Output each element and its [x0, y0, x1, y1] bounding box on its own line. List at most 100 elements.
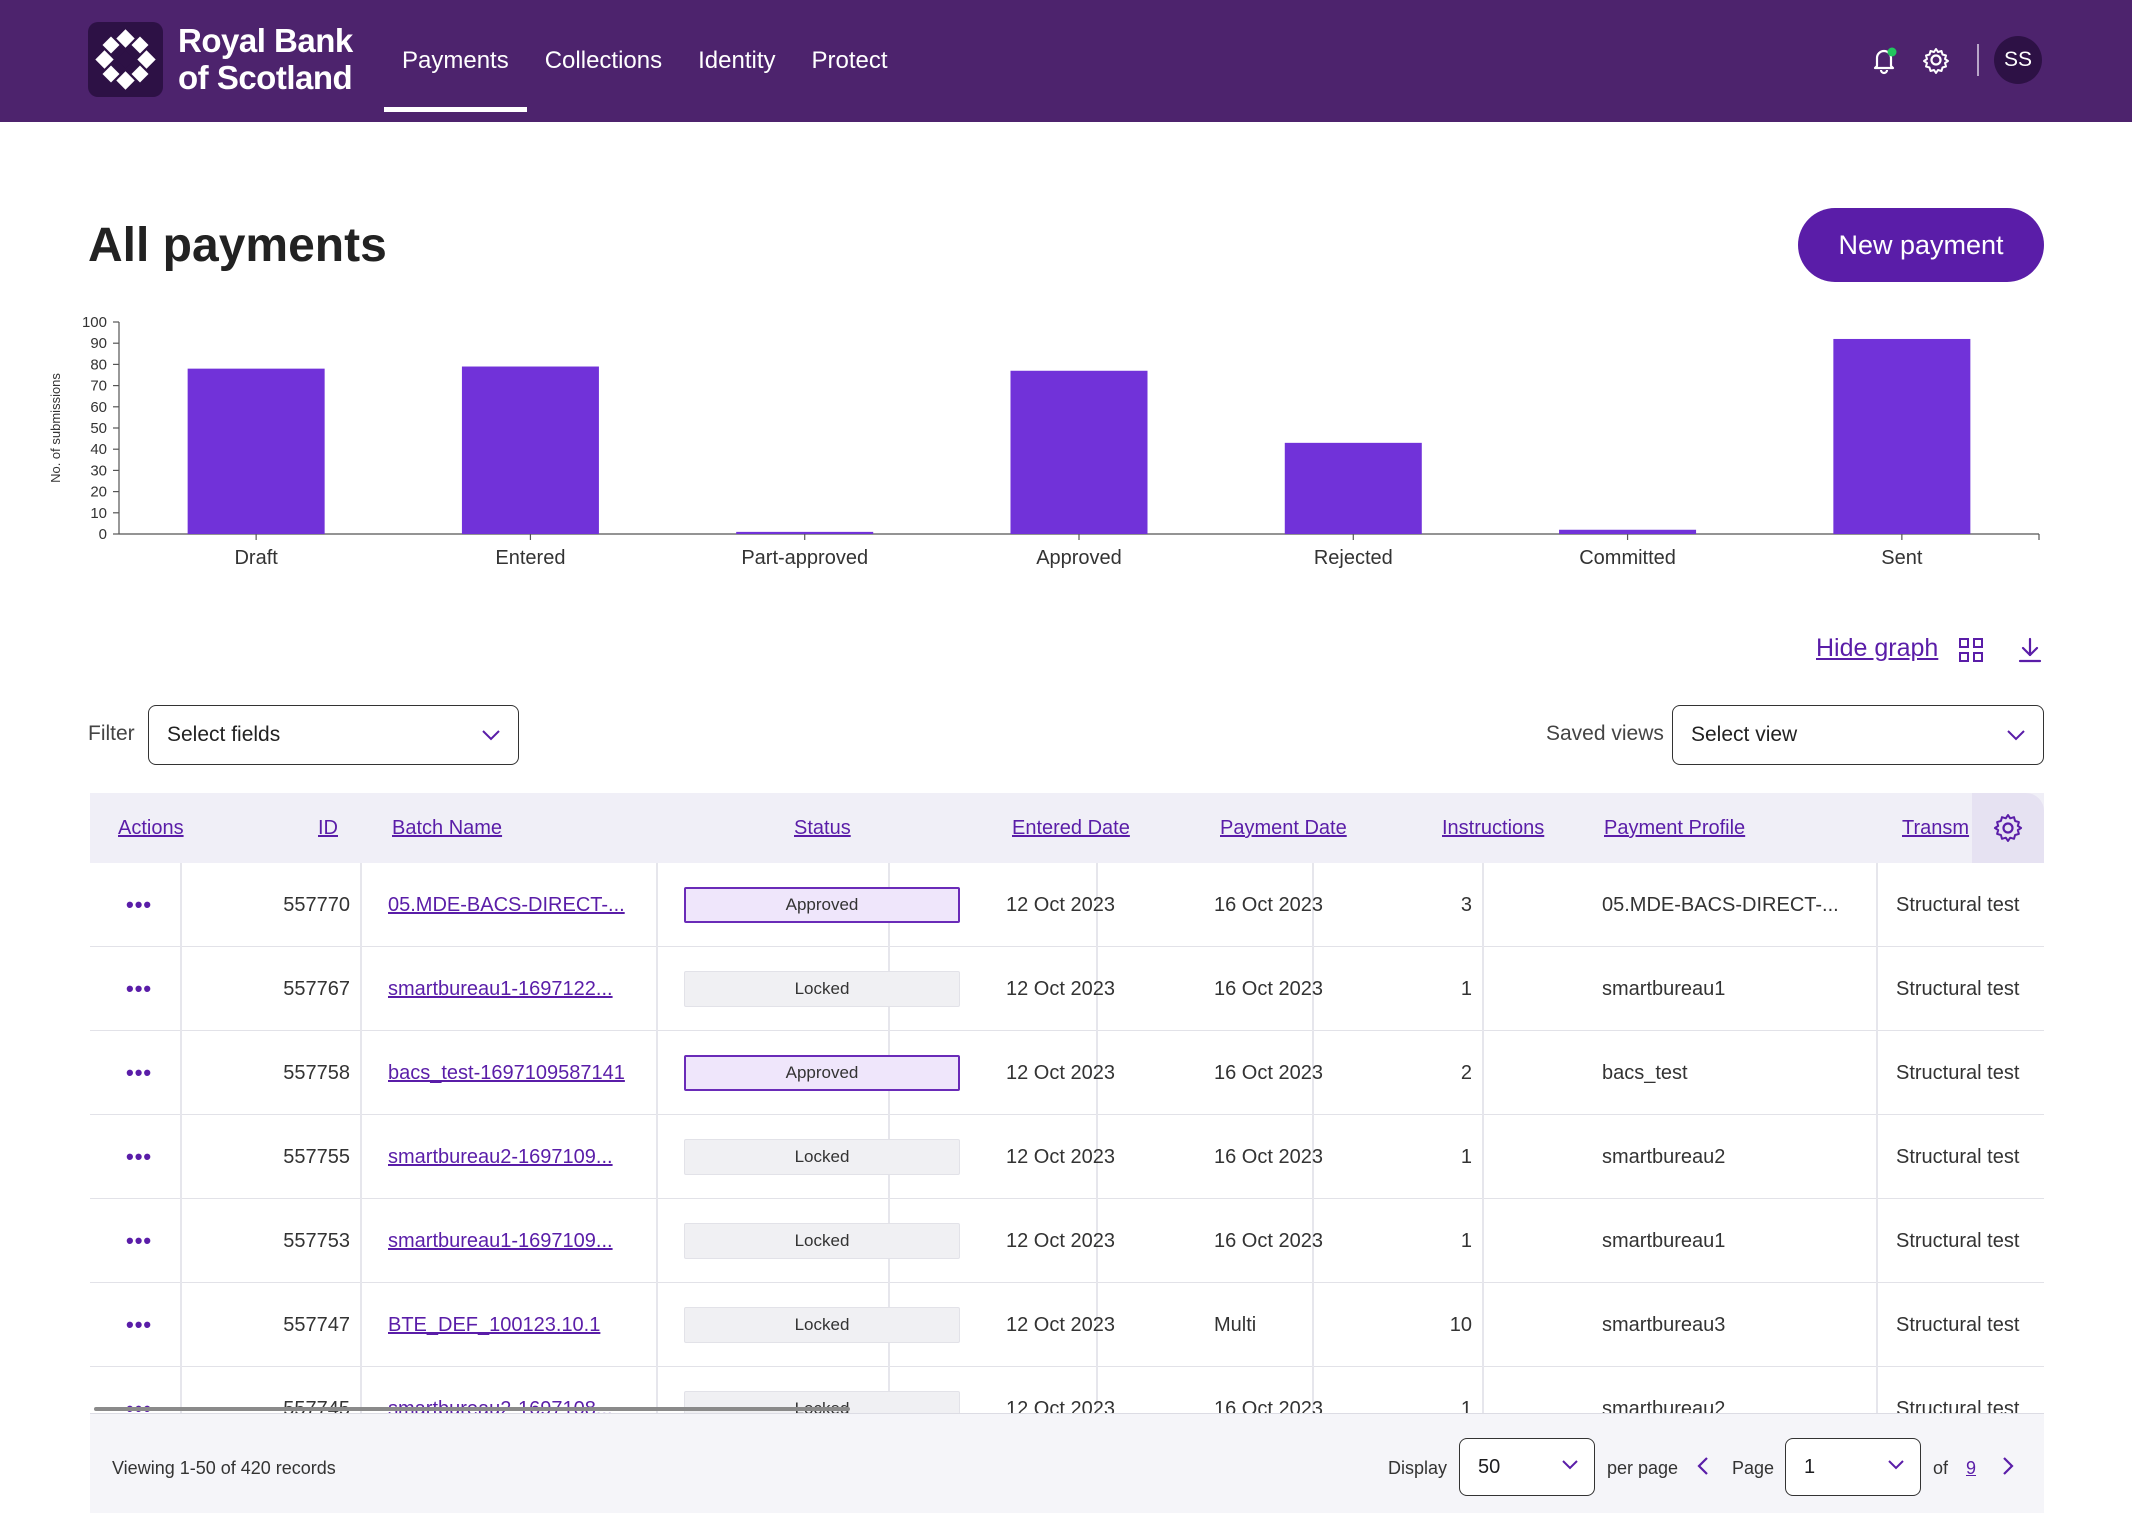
row-actions-menu[interactable]: •••: [126, 1144, 153, 1169]
payments-table: Actions ID Batch Name Status Entered Dat…: [90, 793, 2044, 1513]
nav-protect[interactable]: Protect: [811, 47, 888, 74]
table-row[interactable]: ••• 557758 bacs_test-1697109587141 12 Oct 2…: [90, 1031, 2044, 1115]
cell-status: Locked: [684, 1199, 960, 1283]
next-page-icon[interactable]: [2000, 1454, 2016, 1483]
column-divider: [656, 1283, 658, 1367]
cell-status: Locked: [684, 1115, 960, 1199]
table-row[interactable]: ••• 557747 BTE_DEF_100123.10.1 12 Oct 2023 M…: [90, 1283, 2044, 1367]
col-instructions[interactable]: Instructions: [1442, 817, 1545, 839]
cell-payment-date: 16 Oct 2023: [1214, 1145, 1323, 1168]
per-page-label: per page: [1607, 1458, 1679, 1478]
viewing-records-text: Viewing 1-50 of 420 records: [112, 1458, 336, 1478]
column-divider: [180, 863, 182, 947]
column-divider: [1096, 1283, 1098, 1367]
cell-batch-name-link[interactable]: smartbureau2-1697109...: [388, 1145, 613, 1168]
col-payment-profile[interactable]: Payment Profile: [1604, 817, 1746, 839]
column-divider: [1096, 1199, 1098, 1283]
cell-instructions: 1: [1460, 1145, 1472, 1168]
page-value: 1: [1804, 1455, 1816, 1478]
display-label: Display: [1388, 1458, 1448, 1478]
column-divider: [1096, 947, 1098, 1031]
col-transmission[interactable]: Transm: [1902, 817, 1970, 839]
cell-instructions: 1: [1460, 977, 1472, 1000]
cell-entered-date: 12 Oct 2023: [1006, 1061, 1115, 1084]
cell-payment-date: Multi: [1214, 1313, 1257, 1336]
column-divider: [1096, 863, 1098, 947]
user-avatar[interactable]: SS: [1994, 36, 2042, 84]
column-divider: [1096, 1115, 1098, 1199]
col-entered-date[interactable]: Entered Date: [1012, 817, 1130, 839]
bank-name-line1: Royal Bank: [178, 22, 353, 59]
download-icon[interactable]: [2016, 636, 2044, 664]
total-pages-link[interactable]: 9: [1966, 1458, 1977, 1478]
grid-view-icon[interactable]: [1957, 636, 1985, 664]
of-label: of: [1933, 1458, 1949, 1478]
cell-batch-name-link[interactable]: bacs_test-1697109587141: [388, 1061, 625, 1084]
new-payment-button[interactable]: New payment: [1798, 208, 2044, 282]
row-actions-menu[interactable]: •••: [126, 1060, 153, 1085]
cell-transmission: Structural test: [1896, 1229, 2020, 1252]
column-settings-gear-icon[interactable]: [1972, 793, 2044, 863]
table-row[interactable]: ••• 557755 smartbureau2-1697109... 12 Oct 2…: [90, 1115, 2044, 1199]
cell-batch-name-link[interactable]: smartbureau1-1697122...: [388, 977, 613, 1000]
x-tick-label: Sent: [1881, 547, 1923, 569]
main-nav: Payments Collections Identity Protect: [384, 0, 906, 122]
col-batch-name[interactable]: Batch Name: [392, 817, 503, 839]
cell-transmission: Structural test: [1896, 1145, 2020, 1168]
cell-batch-name-link[interactable]: BTE_DEF_100123.10.1: [388, 1313, 601, 1336]
horizontal-scrollbar[interactable]: [94, 1407, 850, 1411]
table-row[interactable]: ••• 557767 smartbureau1-1697122... 12 Oct 2…: [90, 947, 2044, 1031]
y-tick-label: 10: [90, 505, 107, 522]
filter-fields-select[interactable]: Select fields: [148, 705, 519, 765]
cell-id: 557753: [283, 1229, 350, 1252]
row-actions-menu[interactable]: •••: [126, 892, 153, 917]
cell-batch-name-link[interactable]: smartbureau1-1697109...: [388, 1229, 613, 1252]
table-row[interactable]: ••• 557770 05.MDE-BACS-DIRECT-... 12 Oct 20…: [90, 863, 2044, 947]
column-divider: [1312, 1115, 1314, 1199]
column-divider: [1876, 947, 1878, 1031]
col-status[interactable]: Status: [794, 817, 851, 839]
column-settings[interactable]: [1972, 793, 2044, 863]
cell-status: Locked: [684, 1283, 960, 1367]
column-divider: [1482, 1283, 1484, 1367]
cell-transmission: Structural test: [1896, 977, 2020, 1000]
column-divider: [1096, 1367, 1098, 1451]
y-tick-label: 50: [90, 420, 107, 437]
column-divider: [180, 1031, 182, 1115]
column-divider: [1312, 1367, 1314, 1451]
column-divider: [1876, 1115, 1878, 1199]
filter-label: Filter: [88, 722, 135, 745]
col-actions[interactable]: Actions: [118, 817, 184, 839]
col-payment-date[interactable]: Payment Date: [1220, 817, 1347, 839]
bank-logo-icon[interactable]: [88, 22, 163, 97]
saved-views-value: Select view: [1691, 723, 1798, 746]
column-divider: [360, 1031, 362, 1115]
row-actions-menu[interactable]: •••: [126, 1228, 153, 1253]
page-select[interactable]: 1: [1785, 1438, 1921, 1496]
col-id[interactable]: ID: [318, 817, 338, 839]
status-badge: Approved: [684, 887, 960, 923]
cell-payment-profile: smartbureau3: [1602, 1313, 1726, 1336]
column-divider: [180, 1115, 182, 1199]
column-divider: [360, 947, 362, 1031]
saved-views-select[interactable]: Select view: [1672, 705, 2044, 765]
cell-transmission: Structural test: [1896, 893, 2020, 916]
y-tick-label: 80: [90, 356, 107, 373]
row-actions-menu[interactable]: •••: [126, 1312, 153, 1337]
table-row[interactable]: ••• 557753 smartbureau1-1697109... 12 Oct 2…: [90, 1199, 2044, 1283]
nav-payments[interactable]: Payments: [384, 0, 527, 122]
hide-graph-link[interactable]: Hide graph: [1816, 634, 1939, 662]
bank-name[interactable]: Royal Bank of Scotland: [178, 22, 353, 96]
chevron-down-icon: [482, 730, 500, 741]
cell-transmission: Structural test: [1896, 1313, 2020, 1336]
per-page-select[interactable]: 50: [1459, 1438, 1595, 1496]
nav-collections[interactable]: Collections: [544, 47, 663, 74]
cell-batch-name-link[interactable]: 05.MDE-BACS-DIRECT-...: [388, 893, 625, 916]
row-actions-menu[interactable]: •••: [126, 976, 153, 1001]
nav-identity[interactable]: Identity: [698, 47, 776, 74]
cell-payment-date: 16 Oct 2023: [1214, 977, 1323, 1000]
notification-bell-icon[interactable]: [1868, 44, 1900, 76]
settings-gear-icon[interactable]: [1920, 44, 1952, 76]
prev-page-icon[interactable]: [1695, 1454, 1711, 1483]
cell-instructions: 3: [1460, 893, 1472, 916]
